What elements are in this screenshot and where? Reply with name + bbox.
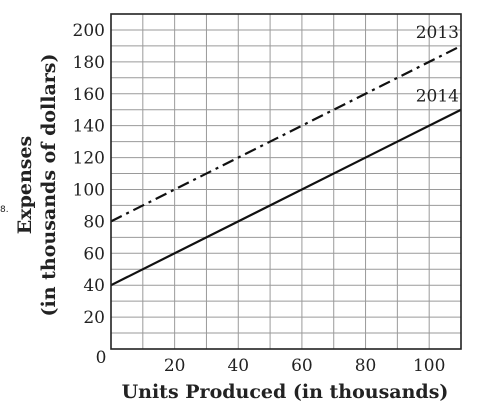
y-tick-label: 180 [73,53,105,73]
x-tick-label: 100 [413,356,445,376]
series-label-2013: 2013 [416,23,459,43]
y-tick-label: 20 [83,308,105,328]
y-tick-label: 60 [83,244,105,264]
origin-label: 0 [96,348,107,368]
plot-frame [110,13,462,350]
grid [111,14,461,349]
y-tick-label: 100 [73,180,105,200]
tick-labels: 20 40 60 80 100 20 40 60 80 100 120 140 160 180 200 [73,21,446,376]
x-tick-label: 40 [227,356,249,376]
y-tick-label: 40 [83,276,105,296]
y-tick-label: 200 [73,21,105,41]
series-label-2014: 2014 [416,87,459,107]
y-tick-label: 160 [73,85,105,105]
y-tick-label: 80 [83,212,105,232]
x-axis-title: Units Produced (in thousands) [122,381,449,403]
y-axis-title-line1: Expenses [14,136,36,234]
question-number: 8. [0,205,9,215]
series-lines: 2013 2014 [110,23,462,287]
y-axis-title-line2: (in thousands of dollars) [38,54,60,317]
x-tick-label: 60 [291,356,313,376]
series-line-2014 [110,108,462,287]
y-tick-label: 120 [73,149,105,169]
x-tick-label: 20 [164,356,186,376]
x-tick-label: 80 [355,356,377,376]
y-tick-label: 140 [73,117,105,137]
series-line-2013 [110,44,462,223]
